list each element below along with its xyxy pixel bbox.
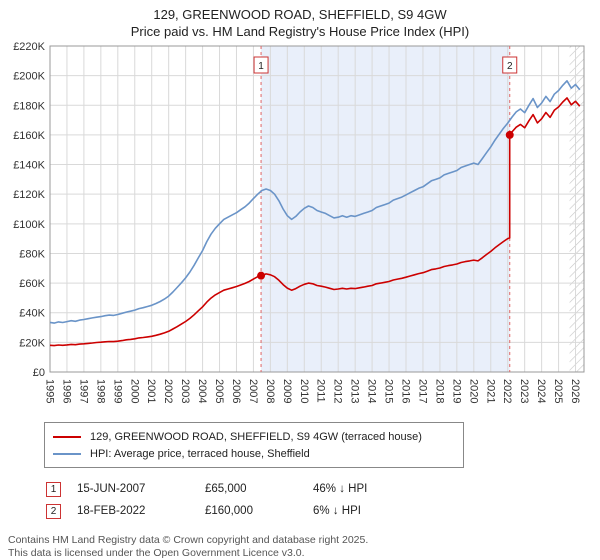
sale-annotation-2: 2 18-FEB-2022 £160,000 6% ↓ HPI [46,500,600,522]
svg-text:£60K: £60K [19,278,45,290]
svg-text:2004: 2004 [196,379,208,403]
svg-text:1: 1 [258,61,264,72]
svg-text:2016: 2016 [400,379,412,403]
svg-text:2019: 2019 [450,379,462,403]
svg-text:2012: 2012 [332,379,344,403]
svg-text:2024: 2024 [535,379,547,403]
footer-line-1: Contains HM Land Registry data © Crown c… [8,534,369,546]
svg-text:£140K: £140K [13,160,45,172]
svg-text:2006: 2006 [230,379,242,403]
svg-text:£220K: £220K [13,41,45,53]
svg-text:2023: 2023 [518,379,530,403]
svg-text:2005: 2005 [213,379,225,403]
svg-text:1997: 1997 [77,379,89,403]
svg-text:2009: 2009 [281,379,293,403]
sale-1-number-badge: 1 [46,481,61,497]
svg-text:1995: 1995 [44,379,56,403]
svg-text:2026: 2026 [569,379,581,403]
svg-text:2003: 2003 [179,379,191,403]
sale-1-date: 15-JUN-2007 [77,483,146,495]
svg-text:1999: 1999 [111,379,123,403]
svg-text:£200K: £200K [13,71,45,83]
svg-text:2017: 2017 [416,379,428,403]
sale-2-price: £160,000 [205,505,253,517]
footer-line-2: This data is licensed under the Open Gov… [8,547,305,559]
sale-2-date: 18-FEB-2022 [77,505,146,517]
sale-2-hpi-diff: 6% ↓ HPI [313,505,361,517]
svg-text:£160K: £160K [13,130,45,142]
svg-text:2018: 2018 [433,379,445,403]
svg-text:2001: 2001 [145,379,157,403]
svg-text:1998: 1998 [94,379,106,403]
page-title: 129, GREENWOOD ROAD, SHEFFIELD, S9 4GW [153,7,447,22]
sale-2-number-badge: 2 [46,503,61,519]
svg-text:£180K: £180K [13,100,45,112]
sale-annotation-1: 1 15-JUN-2007 £65,000 46% ↓ HPI [46,478,600,500]
page-subtitle: Price paid vs. HM Land Registry's House … [130,24,470,39]
svg-text:2: 2 [507,61,513,72]
svg-text:2007: 2007 [247,379,259,403]
svg-text:1996: 1996 [60,379,72,403]
sale-1-hpi-diff: 46% ↓ HPI [313,483,368,495]
svg-text:2002: 2002 [162,379,174,403]
svg-text:2020: 2020 [467,379,479,403]
legend-item-hpi: HPI: Average price, terraced house, Shef… [53,445,455,462]
legend-hpi-label: HPI: Average price, terraced house, Shef… [90,447,310,460]
svg-text:2010: 2010 [298,379,310,403]
svg-text:2022: 2022 [501,379,513,403]
svg-text:2013: 2013 [349,379,361,403]
sale-annotations: 1 15-JUN-2007 £65,000 46% ↓ HPI 2 18-FEB… [46,478,600,522]
svg-text:£40K: £40K [19,308,45,320]
svg-text:2014: 2014 [366,379,378,403]
svg-text:2011: 2011 [315,379,327,403]
sale-1-price: £65,000 [205,483,247,495]
svg-text:£100K: £100K [13,219,45,231]
svg-text:2025: 2025 [552,379,564,403]
price-history-chart: 1995 1996 1997 1998 1999 2000 2001 2002 2003 2004… [13,41,585,403]
svg-text:£20K: £20K [19,337,45,349]
svg-text:£80K: £80K [19,248,45,260]
footer-copyright: Contains HM Land Registry data © Crown c… [8,534,600,560]
legend-item-price-paid: 129, GREENWOOD ROAD, SHEFFIELD, S9 4GW (… [53,428,455,445]
chart-legend: 129, GREENWOOD ROAD, SHEFFIELD, S9 4GW (… [44,422,464,468]
svg-text:2015: 2015 [383,379,395,403]
price-paid-line-swatch [53,435,81,438]
svg-text:£0: £0 [33,367,45,379]
svg-text:2000: 2000 [128,379,140,403]
legend-price-paid-label: 129, GREENWOOD ROAD, SHEFFIELD, S9 4GW (… [90,430,422,443]
svg-text:2021: 2021 [484,379,496,403]
svg-text:£120K: £120K [13,189,45,201]
hpi-line-swatch [53,452,81,455]
svg-text:2008: 2008 [264,379,276,403]
